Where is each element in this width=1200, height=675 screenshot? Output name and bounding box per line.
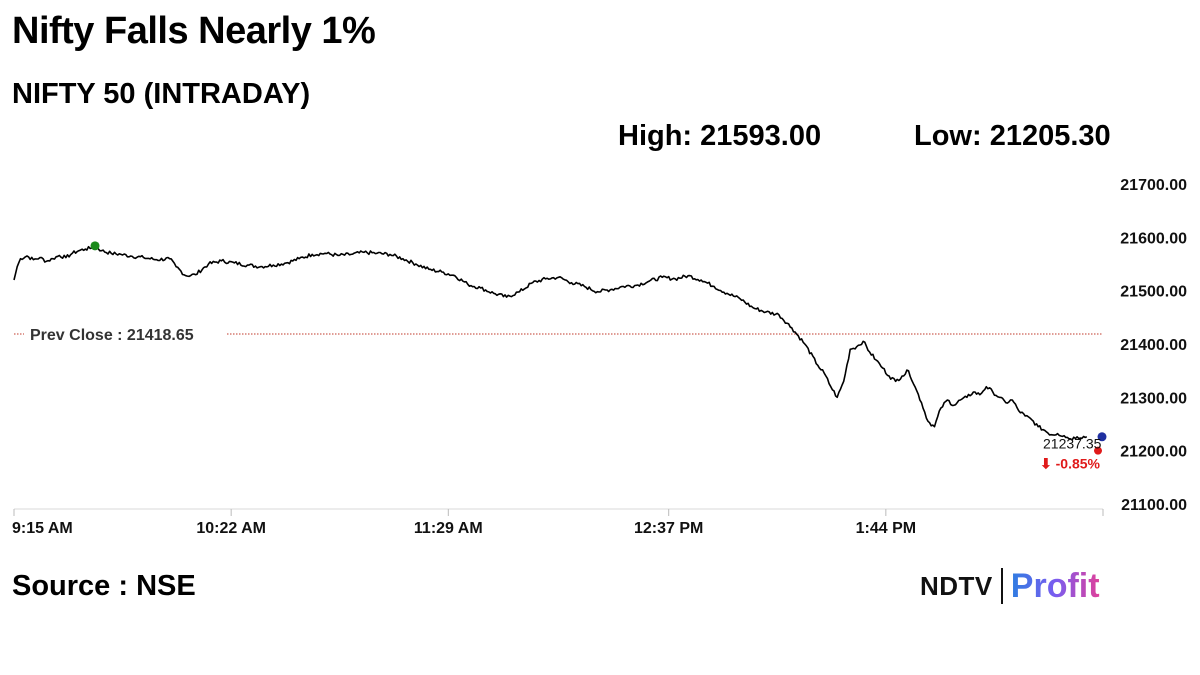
headline: Nifty Falls Nearly 1% <box>12 10 376 52</box>
y-tick-label: 21500.00 <box>1120 284 1187 301</box>
brand-logo: NDTV Profit <box>920 566 1100 606</box>
x-tick-label: 9:15 AM <box>12 520 73 537</box>
prev-close-label-bg <box>24 323 226 346</box>
x-tick-label: 11:29 AM <box>414 520 483 537</box>
x-tick-label: 10:22 AM <box>196 520 266 537</box>
source-label: Source : NSE <box>12 570 196 602</box>
y-tick-label: 21300.00 <box>1120 390 1187 407</box>
x-tick-label: 1:44 PM <box>856 520 916 537</box>
ticks-layer: 21700.00 21600.00 21500.00 21400.00 21300.00… <box>12 177 1187 537</box>
brand-profit: Profit <box>1010 566 1100 605</box>
last-change-marker <box>1094 446 1102 455</box>
y-tick-label: 21700.00 <box>1120 177 1187 194</box>
prev-close-label: Prev Close : 21418.65 <box>30 327 194 344</box>
intraday-chart: Prev Close : 21418.65 21700.0021600.0021… <box>12 177 1187 537</box>
high-marker <box>90 241 100 251</box>
last-value-label: 21237.35 <box>1043 436 1102 452</box>
last-value-marker <box>1097 432 1107 442</box>
brand-divider <box>1000 568 1003 604</box>
high-value: High: 21593.00 <box>618 120 822 152</box>
y-tick-label: 21100.00 <box>1121 497 1187 514</box>
y-tick-label: 21400.00 <box>1120 337 1187 354</box>
x-tick-label: 12:37 PM <box>634 520 703 537</box>
series-line <box>13 245 1088 441</box>
prev-close-layer: Prev Close : 21418.65 <box>14 323 1103 346</box>
low-value: Low: 21205.30 <box>914 120 1111 152</box>
last-change-label: ⬇ -0.85% <box>1040 456 1101 472</box>
y-tick-label: 21600.00 <box>1120 230 1187 247</box>
chart-subtitle: NIFTY 50 (INTRADAY) <box>12 78 311 110</box>
y-tick-label: 21200.00 <box>1120 444 1187 461</box>
brand-ndtv: NDTV <box>920 570 993 601</box>
